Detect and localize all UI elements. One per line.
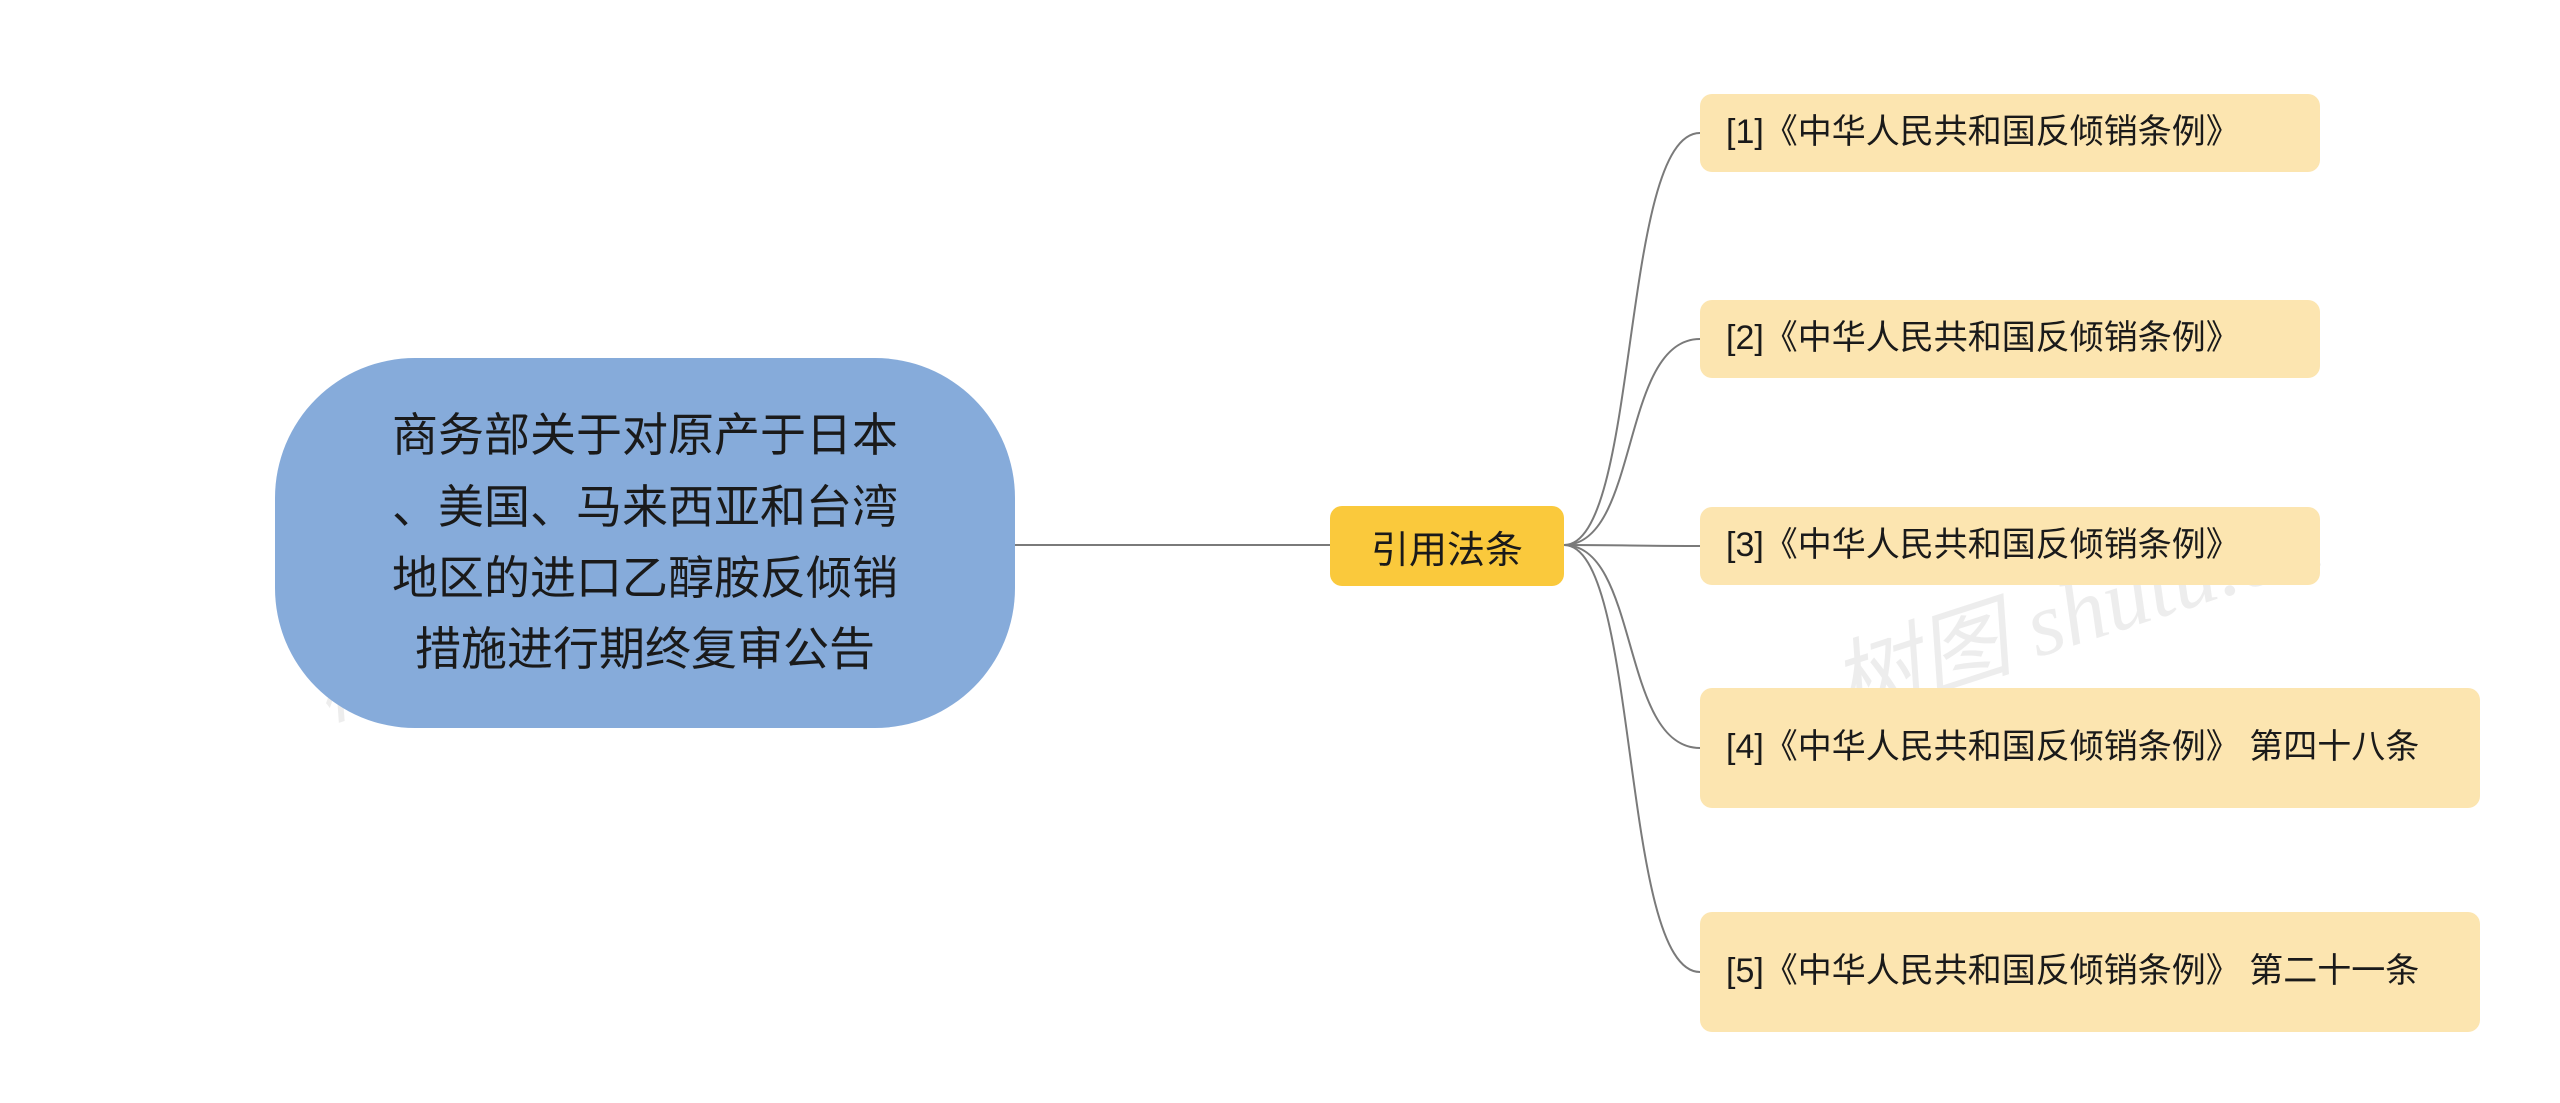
leaf-node-1[interactable]: [1]《中华人民共和国反倾销条例》 xyxy=(1700,94,2320,172)
root-label: 商务部关于对原产于日本 、美国、马来西亚和台湾 地区的进口乙醇胺反倾销 措施进行… xyxy=(392,400,898,685)
root-node[interactable]: 商务部关于对原产于日本 、美国、马来西亚和台湾 地区的进口乙醇胺反倾销 措施进行… xyxy=(275,358,1015,728)
leaf-node-3[interactable]: [3]《中华人民共和国反倾销条例》 xyxy=(1700,507,2320,585)
mindmap-canvas: 树图 shutu.cn 树图 shutu.cn 商务部关于对原产于日本 、美国、… xyxy=(0,0,2560,1103)
leaf-label: [1]《中华人民共和国反倾销条例》 xyxy=(1726,109,2240,157)
leaf-label: [3]《中华人民共和国反倾销条例》 xyxy=(1726,522,2240,570)
leaf-node-2[interactable]: [2]《中华人民共和国反倾销条例》 xyxy=(1700,300,2320,378)
edge-mid-leaf-5 xyxy=(1564,545,1700,972)
mid-node[interactable]: 引用法条 xyxy=(1330,506,1564,586)
leaf-label: [2]《中华人民共和国反倾销条例》 xyxy=(1726,315,2240,363)
leaf-node-4[interactable]: [4]《中华人民共和国反倾销条例》 第四十八条 xyxy=(1700,688,2480,808)
edge-mid-leaf-3 xyxy=(1564,545,1700,546)
edge-mid-leaf-1 xyxy=(1564,133,1700,545)
leaf-label: [5]《中华人民共和国反倾销条例》 第二十一条 xyxy=(1726,948,2419,996)
edge-mid-leaf-2 xyxy=(1564,339,1700,545)
mid-label: 引用法条 xyxy=(1371,519,1523,574)
leaf-node-5[interactable]: [5]《中华人民共和国反倾销条例》 第二十一条 xyxy=(1700,912,2480,1032)
leaf-label: [4]《中华人民共和国反倾销条例》 第四十八条 xyxy=(1726,724,2419,772)
edge-mid-leaf-4 xyxy=(1564,545,1700,748)
